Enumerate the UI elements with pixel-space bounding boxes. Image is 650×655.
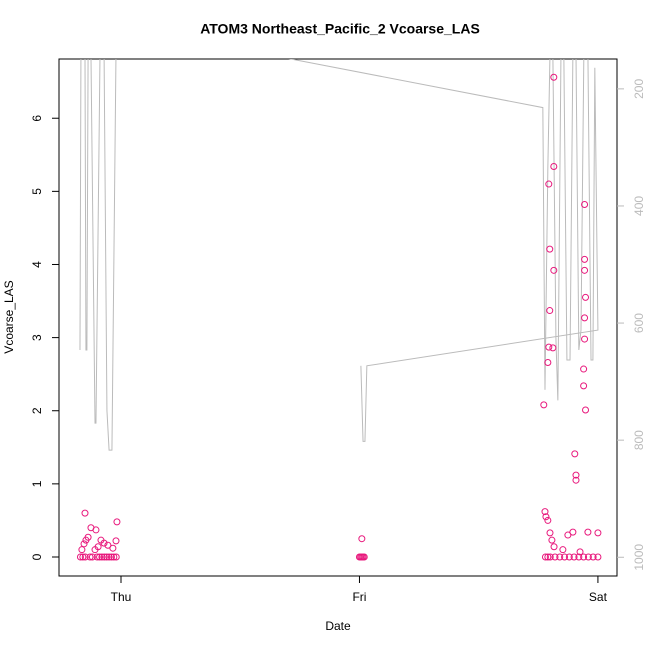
scatter-point (546, 307, 554, 315)
plot-frame (58, 58, 618, 577)
scatter-point (550, 73, 558, 81)
scatter-point (581, 201, 589, 209)
y-tick-label: 5 (30, 188, 44, 195)
plot-area (76, 59, 602, 561)
scatter-point (78, 546, 86, 554)
scatter-point (576, 548, 584, 556)
y-tick-label: 0 (30, 553, 44, 560)
scatter-point (564, 531, 572, 539)
scatter-point (581, 335, 589, 343)
scatter-point (100, 539, 108, 547)
x-tick-label: Fri (352, 590, 366, 604)
scatter-point (551, 553, 559, 561)
scatter-point (582, 406, 590, 414)
scatter-point (76, 553, 84, 561)
scatter-point (84, 533, 92, 541)
x-axis-label: Date (325, 619, 351, 633)
scatter-point (575, 553, 583, 561)
scatter-point (545, 180, 553, 188)
y-tick-label: 3 (30, 334, 44, 341)
scatter-point (580, 382, 588, 390)
scatter-point (581, 255, 589, 263)
scatter-point (541, 553, 549, 561)
scatter-point (550, 162, 558, 170)
scatter-point (103, 553, 111, 561)
scatter-point (565, 553, 573, 561)
scatter-point (94, 543, 102, 551)
scatter-point (358, 535, 366, 543)
scatter-point (546, 553, 554, 561)
scatter-point (96, 553, 104, 561)
scatter-point (550, 543, 558, 551)
scatter-point (112, 537, 120, 545)
scatter-point (546, 245, 554, 253)
scatter-point (584, 528, 592, 536)
scatter-point (594, 553, 602, 561)
x-tick-label: Sat (589, 590, 608, 604)
scatter-point (549, 344, 557, 352)
scatter-point (113, 518, 121, 526)
scatter-point (584, 553, 592, 561)
scatter-point (570, 553, 578, 561)
scatter-point (93, 553, 101, 561)
scatter-point (541, 508, 549, 516)
line-series (79, 59, 599, 451)
scatter-point (581, 266, 589, 274)
y-tick-label: 4 (30, 261, 44, 268)
scatter-point (109, 544, 117, 552)
scatter-point (92, 526, 100, 534)
scatter-point (594, 529, 602, 537)
scatter-point (544, 358, 552, 366)
y2-tick-label: 800 (632, 430, 646, 450)
scatter-point (100, 553, 108, 561)
scatter-point (544, 516, 552, 524)
scatter-point (542, 513, 550, 521)
scatter-point (88, 553, 96, 561)
scatter-point (86, 553, 94, 561)
scatter-point (559, 546, 567, 554)
scatter-point (107, 553, 115, 561)
scatter-point (360, 553, 368, 561)
scatter-point (80, 540, 88, 548)
scatter-point (556, 553, 564, 561)
y2-tick-label: 400 (632, 196, 646, 216)
scatter-point (569, 528, 577, 536)
scatter-point (540, 401, 548, 409)
scatter-point (544, 553, 552, 561)
chart-title: ATOM3 Northeast_Pacific_2 Vcoarse_LAS (200, 21, 480, 37)
scatter-point (81, 553, 89, 561)
y-tick-label: 1 (30, 480, 44, 487)
x-tick-label: Thu (111, 590, 132, 604)
scatter-point (550, 266, 558, 274)
scatter-point (98, 553, 106, 561)
scatter-point (104, 541, 112, 549)
scatter-point (112, 553, 120, 561)
scatter-point (571, 450, 579, 458)
y2-tick-label: 1000 (632, 544, 646, 571)
scatter-point (582, 293, 590, 301)
y-tick-label: 6 (30, 115, 44, 122)
scatter-point (580, 553, 588, 561)
scatter-point (561, 553, 569, 561)
scatter-point (105, 553, 113, 561)
scatter-point (110, 553, 118, 561)
y-tick-label: 2 (30, 407, 44, 414)
scatter-point (545, 343, 553, 351)
scatter-point (79, 553, 87, 561)
y2-tick-label: 600 (632, 313, 646, 333)
scatter-point (546, 529, 554, 537)
scatter-point (581, 314, 589, 322)
scatter-point (81, 509, 89, 517)
y2-tick-label: 200 (632, 79, 646, 99)
scatter-point (548, 536, 556, 544)
scatter-point (572, 471, 580, 479)
y-axis-label: Vcoarse_LAS (2, 280, 16, 353)
scatter-point (580, 365, 588, 373)
scatter-point (589, 553, 597, 561)
scatter-point (572, 476, 580, 484)
